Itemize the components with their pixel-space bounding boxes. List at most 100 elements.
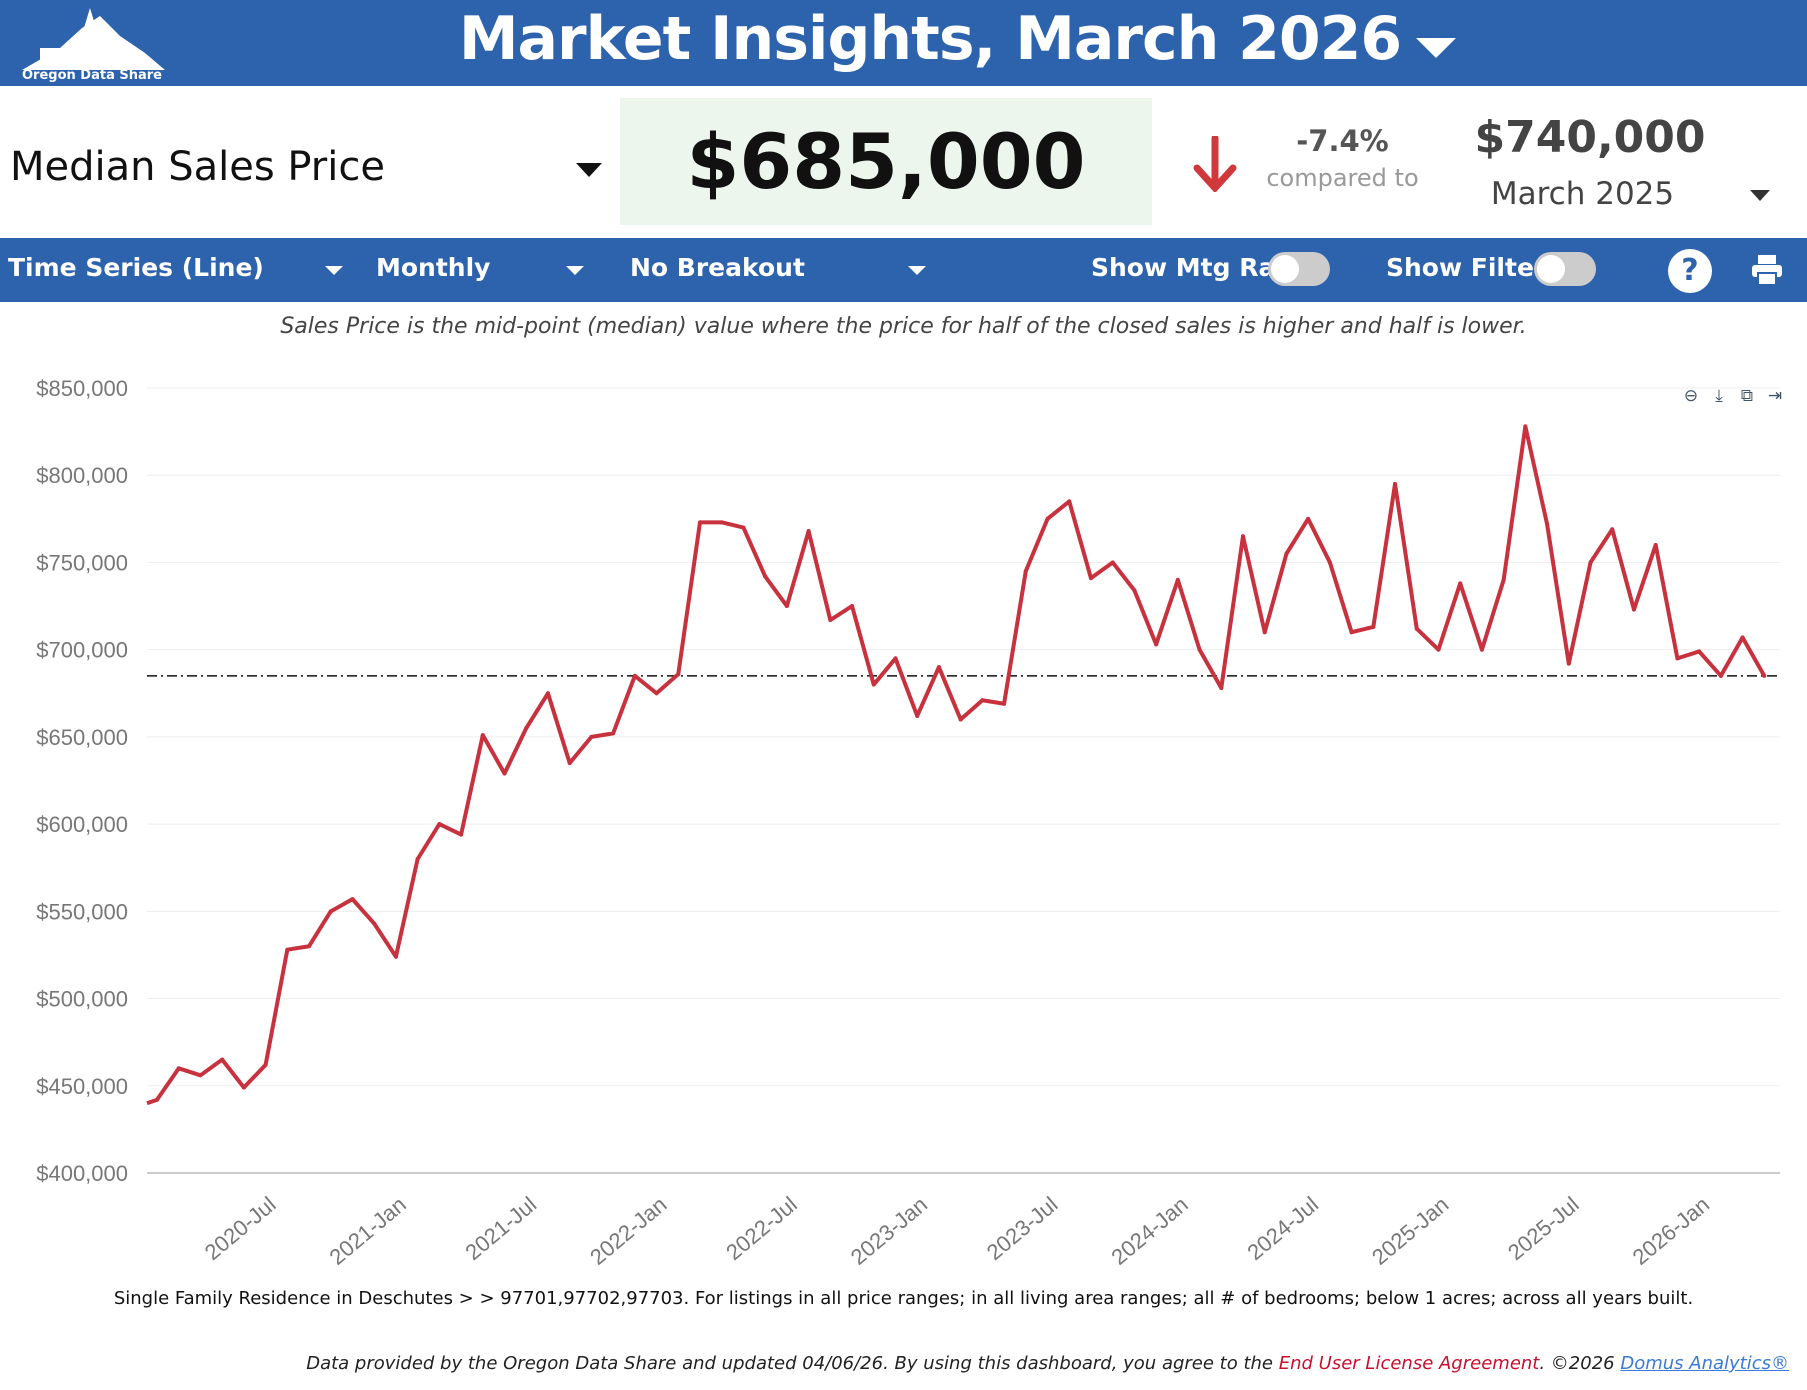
metric-value: $685,000	[620, 98, 1152, 225]
interval-dropdown-icon[interactable]	[566, 266, 584, 275]
toolbar: Time Series (Line) Monthly No Breakout S…	[0, 238, 1807, 302]
data-point	[502, 771, 507, 776]
data-point	[1023, 569, 1028, 574]
data-point	[1501, 577, 1506, 582]
data-point	[285, 947, 290, 952]
data-point	[1610, 527, 1615, 532]
data-point	[915, 713, 920, 718]
price-line-chart: $400,000 $450,000 $500,000 $550,000 $600,000…	[36, 376, 1780, 1270]
data-point	[1219, 686, 1224, 691]
trend-down-arrow-icon	[1193, 136, 1237, 192]
data-point	[1371, 624, 1376, 629]
data-point	[828, 618, 833, 623]
compare-value: $740,000	[1474, 112, 1706, 163]
y-tick-label: $450,000	[36, 1074, 128, 1099]
data-point	[263, 1062, 268, 1067]
data-point	[980, 698, 985, 703]
data-point	[893, 656, 898, 661]
compare-period-selector[interactable]: March 2025	[1490, 176, 1675, 212]
data-point	[1675, 656, 1680, 661]
data-point	[1523, 424, 1528, 429]
data-point	[936, 665, 941, 670]
data-point	[654, 691, 659, 696]
x-tick-label: 2021-Jan	[324, 1192, 410, 1270]
data-point	[958, 717, 963, 722]
data-point	[350, 897, 355, 902]
x-tick-label: 2024-Jul	[1242, 1192, 1323, 1265]
y-tick-label: $700,000	[36, 638, 128, 663]
data-point	[1262, 630, 1267, 635]
footer: Data provided by the Oregon Data Share a…	[306, 1353, 1789, 1374]
data-point	[611, 731, 616, 736]
title-dropdown-icon[interactable]	[1416, 38, 1456, 58]
help-button[interactable]: ?	[1668, 249, 1712, 293]
y-tick-label: $750,000	[36, 550, 128, 575]
data-point	[1045, 516, 1050, 521]
data-point	[1154, 642, 1159, 647]
data-point	[1762, 673, 1767, 678]
chart-type-dropdown-icon[interactable]	[325, 266, 343, 275]
data-point	[806, 529, 811, 534]
y-tick-label: $600,000	[36, 812, 128, 837]
eula-link[interactable]: End User License Agreement	[1278, 1353, 1540, 1374]
copy-icon[interactable]: ⧉	[1740, 386, 1754, 406]
data-point	[698, 520, 702, 525]
data-point	[328, 909, 333, 914]
data-point	[372, 921, 377, 926]
data-point	[415, 857, 420, 861]
data-point	[524, 726, 529, 731]
data-point	[176, 1066, 181, 1071]
x-tick-label: 2026-Jan	[1628, 1192, 1714, 1270]
data-point	[1479, 647, 1484, 652]
price-series-line	[146, 424, 1767, 1106]
x-tick-label: 2020-Jul	[200, 1192, 281, 1265]
data-point	[589, 734, 594, 739]
metric-dropdown-icon[interactable]	[576, 163, 602, 177]
print-icon[interactable]	[1750, 253, 1784, 287]
data-point	[1740, 635, 1745, 640]
export-icon[interactable]: ⇥	[1767, 386, 1783, 406]
x-tick-label: 2023-Jan	[846, 1192, 932, 1270]
x-tick-label: 2021-Jul	[460, 1192, 541, 1265]
oregon-data-share-logo	[22, 8, 165, 70]
x-tick-label: 2022-Jul	[721, 1192, 802, 1265]
compare-period-dropdown-icon[interactable]	[1750, 190, 1770, 201]
zoom-out-icon[interactable]: ⊖	[1683, 386, 1699, 406]
data-point	[1436, 647, 1441, 652]
data-point	[719, 520, 724, 525]
data-point	[1566, 661, 1571, 666]
data-point	[1002, 701, 1007, 706]
data-point	[545, 691, 550, 696]
data-point	[784, 604, 789, 609]
data-point	[1132, 588, 1137, 593]
footer-text: Data provided by the Oregon Data Share a…	[306, 1353, 1279, 1374]
data-point	[850, 604, 855, 609]
data-point	[1545, 522, 1550, 527]
chart-type-select[interactable]: Time Series (Line)	[8, 253, 264, 282]
data-point	[1631, 607, 1636, 612]
data-point	[307, 944, 312, 949]
header-bar: Oregon Data Share Market Insights, March…	[0, 0, 1807, 86]
metric-selector[interactable]: Median Sales Price	[10, 144, 385, 190]
data-point	[1697, 649, 1702, 654]
data-point	[1241, 534, 1245, 539]
y-tick-label: $550,000	[36, 899, 128, 924]
data-point	[741, 525, 746, 530]
download-icon[interactable]: ⤓	[1715, 386, 1723, 406]
y-tick-label: $400,000	[36, 1161, 128, 1186]
data-point	[676, 672, 681, 677]
data-point	[1067, 499, 1072, 504]
data-point	[1197, 647, 1202, 652]
data-point	[1653, 543, 1658, 547]
filters-toggle[interactable]	[1534, 252, 1596, 286]
data-point	[1414, 626, 1419, 631]
data-point	[393, 954, 398, 959]
interval-select[interactable]: Monthly	[376, 253, 491, 282]
vendor-link[interactable]: Domus Analytics®	[1620, 1353, 1789, 1374]
y-tick-label: $800,000	[36, 463, 128, 488]
breakout-dropdown-icon[interactable]	[908, 266, 926, 275]
breakout-select[interactable]: No Breakout	[630, 253, 805, 282]
mtg-rate-toggle[interactable]	[1268, 252, 1330, 286]
x-tick-label: 2022-Jan	[585, 1192, 671, 1270]
data-point	[1718, 673, 1723, 678]
